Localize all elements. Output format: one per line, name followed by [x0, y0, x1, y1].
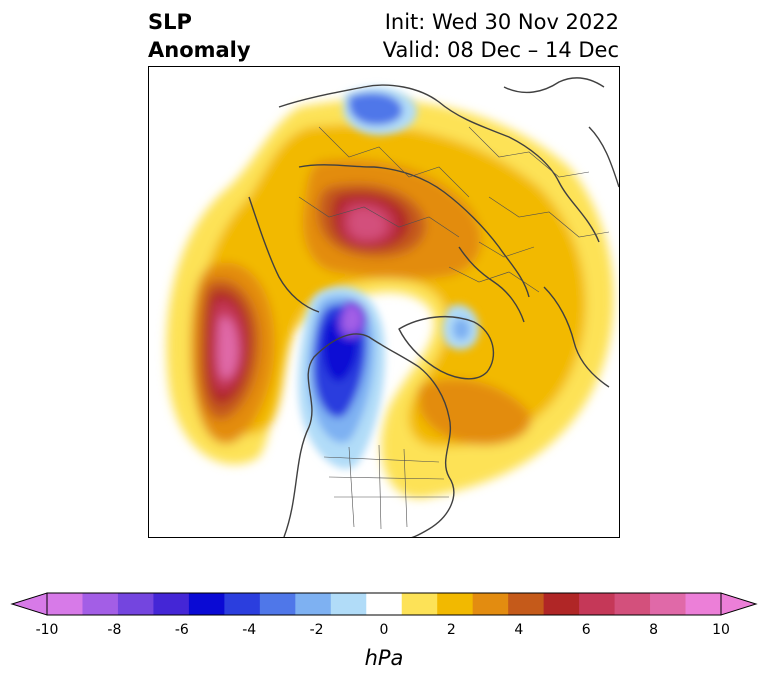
colorbar-swatch	[685, 593, 722, 615]
colorbar-tick-label: 10	[712, 622, 730, 638]
title-anomaly: Anomaly	[148, 38, 251, 62]
colorbar-swatch	[543, 593, 580, 615]
colorbar-tick-label: 4	[514, 622, 524, 638]
colorbar-swatch	[437, 593, 474, 615]
positive-anomaly-field	[166, 99, 614, 499]
colorbar-tick-label: 0	[379, 622, 389, 638]
colorbar-swatch	[224, 593, 261, 615]
map-svg	[166, 77, 619, 537]
colorbar-tick-label: -6	[174, 622, 189, 638]
colorbar-tick-label: -10	[35, 622, 59, 638]
colorbar-swatch	[508, 593, 545, 615]
colorbar-swatch	[82, 593, 119, 615]
colorbar-extend-max	[720, 592, 758, 616]
colorbar-swatch	[153, 593, 190, 615]
colorbar-swatch	[650, 593, 687, 615]
negative-anomaly-field	[298, 86, 479, 469]
colorbar-swatch	[259, 593, 296, 615]
colorbar-tick-label: -4	[242, 622, 257, 638]
colorbar-swatch	[188, 593, 225, 615]
title-variable: SLP	[148, 10, 192, 34]
colorbar-swatch	[401, 593, 438, 615]
colorbar-tick-label: -8	[107, 622, 122, 638]
colorbar-tick-label: 2	[446, 622, 456, 638]
colorbar	[10, 592, 758, 616]
borders	[298, 126, 610, 530]
colorbar-swatch	[47, 593, 83, 615]
colorbar-swatch	[579, 593, 616, 615]
init-date: Init: Wed 30 Nov 2022	[384, 10, 619, 34]
coastlines	[248, 77, 619, 537]
colorbar-tick-label: 8	[649, 622, 659, 638]
colorbar-tick-label: 6	[581, 622, 591, 638]
colorbar-swatch	[330, 593, 367, 615]
colorbar-swatch	[472, 593, 509, 615]
colorbar-ticks: -10 -8 -6 -4 -2 0 2 4 6 8 10	[0, 622, 768, 644]
colorbar-swatch	[366, 593, 403, 615]
colorbar-swatch	[295, 593, 332, 615]
anomaly-map	[148, 66, 620, 538]
colorbar-extend-min	[10, 592, 48, 616]
colorbar-swatch	[117, 593, 154, 615]
colorbar-unit-label: hPa	[364, 646, 404, 670]
colorbar-outline	[46, 592, 722, 616]
title-block-left: SLP Anomaly	[148, 8, 251, 64]
colorbar-swatch	[614, 593, 651, 615]
colorbar-tick-label: -2	[309, 622, 324, 638]
title-block-right: Init: Wed 30 Nov 2022 Valid: 08 Dec – 14…	[383, 8, 619, 64]
valid-range: Valid: 08 Dec – 14 Dec	[382, 38, 619, 62]
